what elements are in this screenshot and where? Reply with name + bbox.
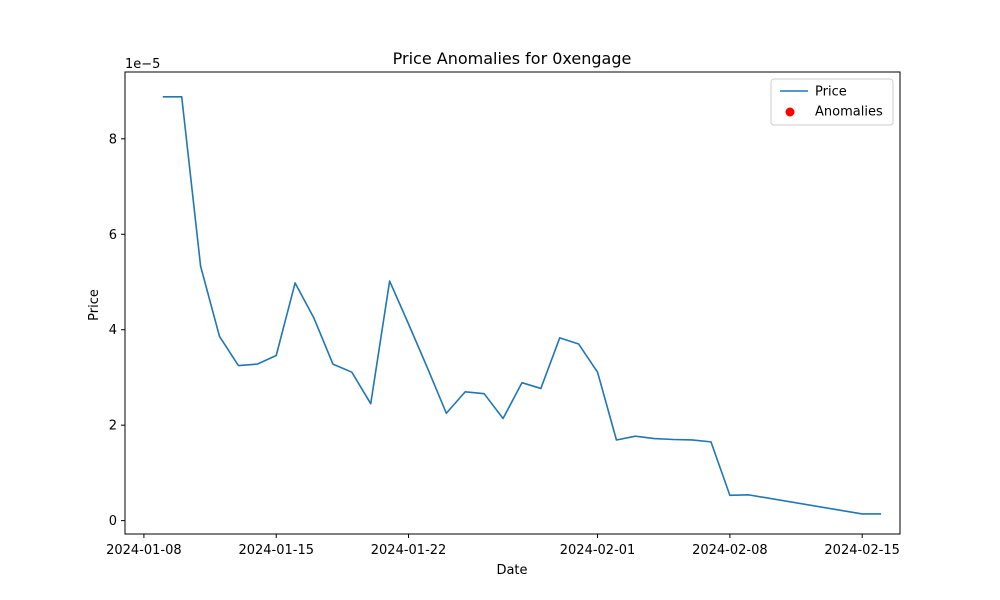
- y-tick-label: 2: [109, 419, 117, 434]
- x-tick-label: 2024-02-08: [692, 543, 768, 558]
- price-series-line: [162, 96, 882, 515]
- y-tick-label: 6: [109, 228, 117, 243]
- x-tick-label: 2024-01-08: [106, 543, 182, 558]
- x-tick-label: 2024-02-15: [824, 543, 900, 558]
- y-axis-label: Price: [87, 289, 102, 321]
- y-tick-label: 8: [109, 132, 117, 147]
- legend-label-price: Price: [815, 85, 847, 100]
- legend-label-anomalies: Anomalies: [815, 105, 883, 120]
- x-tick-label: 2024-01-15: [238, 543, 314, 558]
- y-tick-label: 4: [109, 323, 117, 338]
- x-axis-label: Date: [496, 563, 527, 578]
- axes-frame: [124, 71, 901, 535]
- x-tick-label: 2024-02-01: [560, 543, 636, 558]
- y-tick-label: 0: [109, 514, 117, 529]
- y-axis-offset-text: 1e−5: [125, 57, 160, 72]
- legend: Price Anomalies: [770, 78, 894, 126]
- legend-anomalies-swatch: [785, 107, 795, 117]
- plot-area: 2024-01-08 2024-01-15 2024-01-22 2024-02-01…: [106, 71, 901, 558]
- chart-title: Price Anomalies for 0xengage: [393, 49, 632, 68]
- x-tick-label: 2024-01-22: [371, 543, 447, 558]
